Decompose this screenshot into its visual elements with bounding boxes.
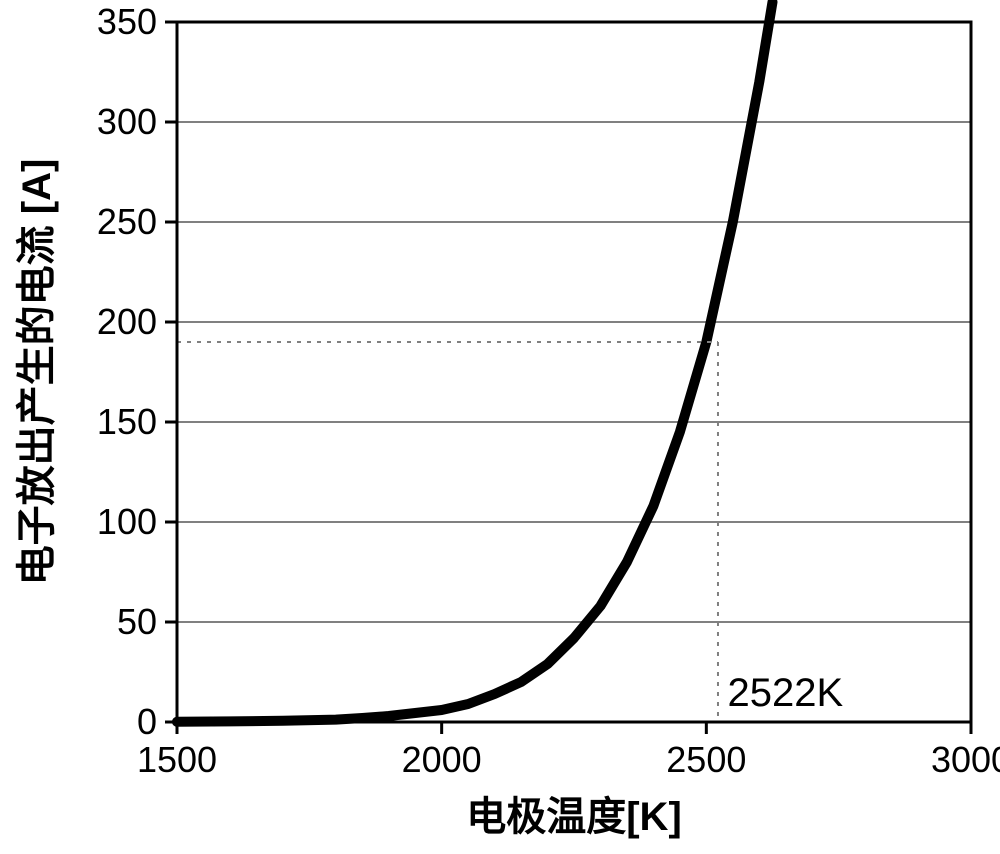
annotation-label: 2522K (728, 671, 844, 715)
y-tick-label: 350 (97, 1, 157, 42)
y-tick-label: 50 (117, 601, 157, 642)
x-tick-label: 1500 (137, 739, 217, 780)
y-tick-label: 100 (97, 501, 157, 542)
y-tick-label: 150 (97, 401, 157, 442)
x-tick-label: 2500 (666, 739, 746, 780)
chart-container: 1500 2000 2500 3000 0 50 100 150 200 250 300 350 252… (0, 0, 1000, 854)
x-axis-label: 电极温度[K] (466, 795, 682, 839)
x-tick-label: 2000 (402, 739, 482, 780)
y-tick-label: 250 (97, 201, 157, 242)
chart-svg: 1500 2000 2500 3000 0 50 100 150 200 250 300 350 252… (0, 0, 1000, 854)
y-tick-label: 200 (97, 301, 157, 342)
x-tick-label: 3000 (931, 739, 1000, 780)
y-axis-label: 电子放出产生的电流 [A] (15, 159, 59, 586)
plot-area (177, 22, 971, 722)
y-tick-label: 0 (137, 701, 157, 742)
y-tick-label: 300 (97, 101, 157, 142)
